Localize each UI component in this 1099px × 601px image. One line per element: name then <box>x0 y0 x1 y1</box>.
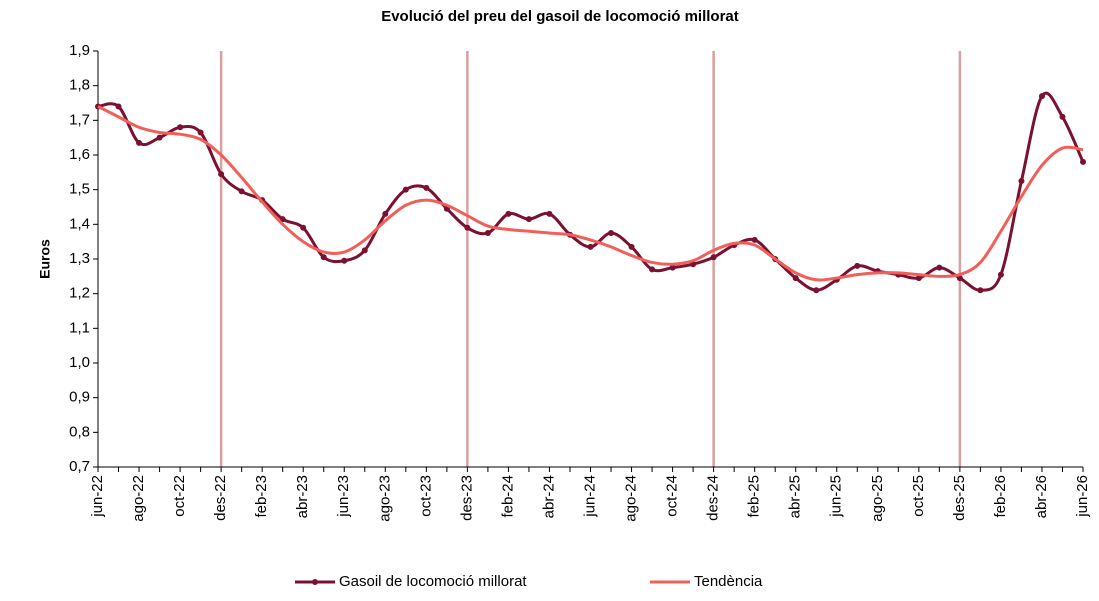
x-tick-label: abr-25 <box>787 475 804 518</box>
series-marker <box>792 275 799 282</box>
series-marker <box>464 224 471 231</box>
y-tick-label: 1,9 <box>69 42 90 59</box>
y-tick-label: 0,8 <box>69 423 90 440</box>
x-tick-label: jun-25 <box>828 475 845 518</box>
legend-marker <box>312 579 318 585</box>
legend-label: Tendència <box>694 573 763 590</box>
series-marker <box>710 254 717 261</box>
series-marker <box>1080 158 1086 165</box>
y-tick-label: 1,2 <box>69 285 90 302</box>
y-axis-label: Euros <box>37 239 53 279</box>
series-line <box>97 91 1085 292</box>
y-tick-label: 1,1 <box>69 319 90 336</box>
y-tick-label: 1,6 <box>69 146 90 163</box>
series-marker <box>628 243 635 250</box>
y-tick-label: 1,5 <box>69 181 90 198</box>
series-marker <box>546 210 553 217</box>
series-marker <box>649 266 656 273</box>
series-marker <box>238 188 245 195</box>
x-tick-label: feb-26 <box>992 475 1009 518</box>
x-tick-label: oct-24 <box>664 475 681 517</box>
x-tick-label: ago-24 <box>623 475 640 522</box>
y-tick-label: 1,4 <box>69 215 90 232</box>
series-marker <box>177 124 184 131</box>
x-tick-label: jun-26 <box>1074 475 1091 518</box>
x-tick-label: feb-24 <box>499 475 516 518</box>
series-marker <box>300 224 307 231</box>
legend-label: Gasoil de locomoció millorat <box>339 573 527 590</box>
series-marker <box>505 210 512 217</box>
series-marker <box>115 103 122 110</box>
series-marker <box>1018 178 1025 184</box>
series-marker <box>608 230 615 236</box>
x-tick-label: oct-22 <box>171 475 188 517</box>
series-marker <box>997 271 1004 278</box>
series-marker <box>977 287 984 294</box>
series-marker <box>915 275 922 282</box>
x-tick-label: oct-25 <box>910 475 927 517</box>
x-tick-label: des-22 <box>212 475 229 521</box>
x-tick-label: ago-23 <box>376 475 393 522</box>
x-tick-label: abr-26 <box>1033 475 1050 518</box>
series-marker <box>197 129 204 136</box>
series-marker <box>484 230 491 236</box>
series-marker <box>218 171 225 178</box>
series-marker <box>382 210 389 217</box>
x-tick-label: des-25 <box>951 475 968 521</box>
x-tick-label: abr-24 <box>540 475 557 518</box>
x-tick-label: jun-24 <box>581 475 598 518</box>
x-tick-label: ago-25 <box>869 475 886 522</box>
series-marker <box>341 257 348 264</box>
x-tick-label: feb-23 <box>253 475 270 518</box>
series-marker <box>136 139 143 146</box>
x-tick-label: des-24 <box>705 475 722 521</box>
y-tick-label: 0,9 <box>69 389 90 406</box>
x-tick-label: jun-22 <box>89 475 106 518</box>
x-tick-label: abr-23 <box>294 475 311 518</box>
x-tick-label: oct-23 <box>417 475 434 517</box>
series-marker <box>279 216 286 223</box>
series-marker <box>1038 93 1045 100</box>
series-marker <box>751 236 758 243</box>
y-tick-label: 1,7 <box>69 111 90 128</box>
y-tick-label: 1,3 <box>69 250 90 267</box>
series-marker <box>587 243 594 250</box>
y-tick-label: 1,0 <box>69 354 90 371</box>
series-marker <box>156 134 163 141</box>
series-marker <box>936 264 943 271</box>
x-tick-label: feb-25 <box>746 475 763 518</box>
series-marker <box>854 262 861 269</box>
series-marker <box>1059 113 1066 120</box>
series-marker <box>423 184 430 191</box>
series-marker <box>361 247 368 254</box>
series-marker <box>813 287 820 294</box>
series-marker <box>525 216 532 223</box>
series-line <box>97 105 1084 282</box>
series-marker <box>669 264 676 271</box>
y-tick-label: 0,7 <box>69 458 90 475</box>
x-tick-label: ago-22 <box>130 475 147 522</box>
series-marker <box>402 186 409 193</box>
series-marker <box>320 254 327 261</box>
x-tick-label: des-23 <box>458 475 475 521</box>
chart-title: Evolució del preu del gasoil de locomoci… <box>381 8 739 25</box>
x-tick-label: jun-23 <box>335 475 352 518</box>
y-tick-label: 1,8 <box>69 77 90 94</box>
